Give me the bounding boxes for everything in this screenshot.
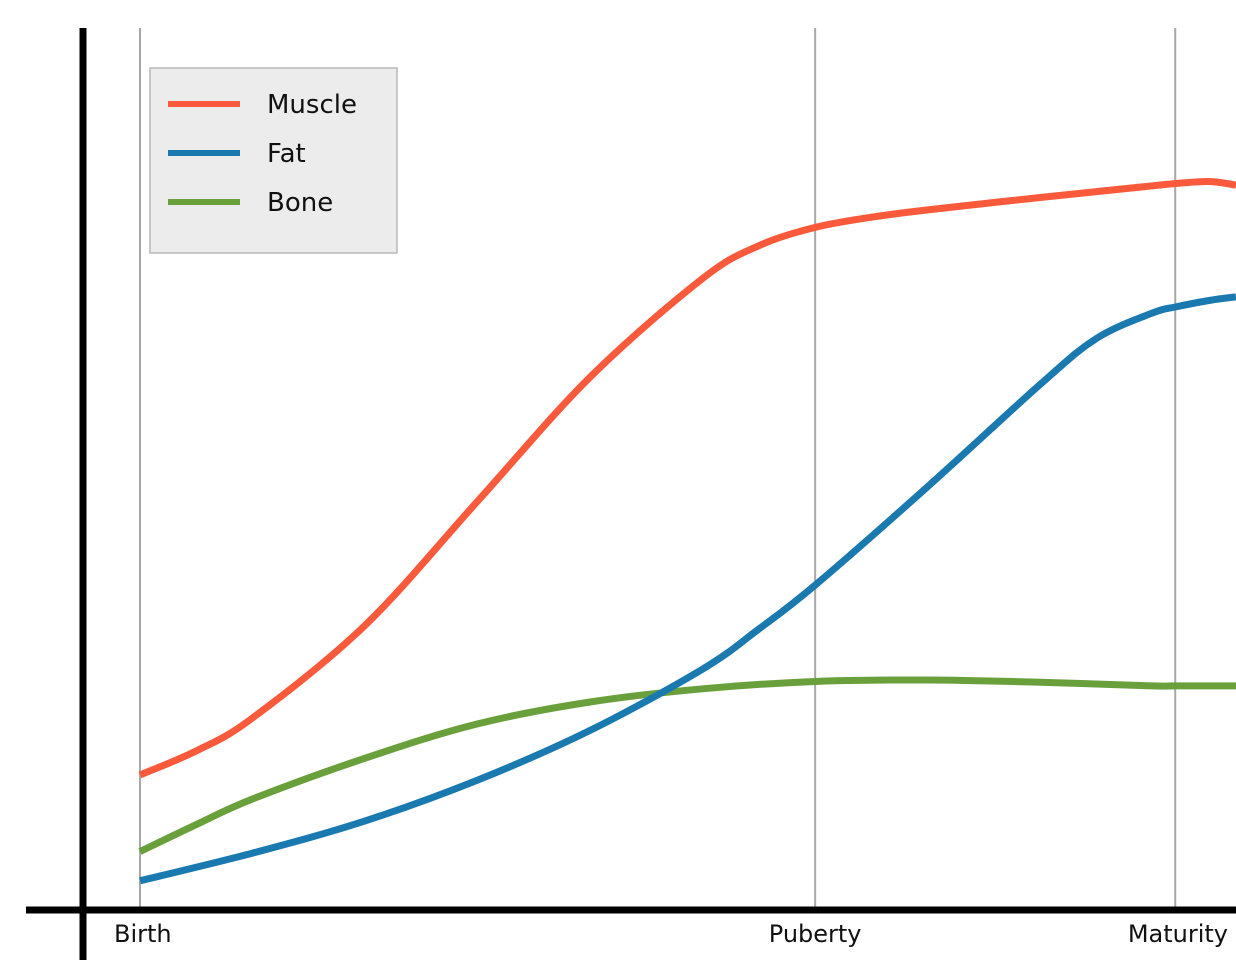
- legend: Muscle Fat Bone: [149, 67, 398, 254]
- x-tick-label-birth: Birth: [114, 920, 172, 948]
- x-tick-label-maturity: Maturity: [1128, 920, 1228, 948]
- legend-label-muscle: Muscle: [267, 90, 357, 120]
- series-line-bone: [138, 676, 1236, 855]
- vertical-grid-lines: [139, 28, 1177, 910]
- legend-box: [149, 67, 398, 254]
- x-tick-labels: Birth Puberty Maturity: [114, 920, 1228, 948]
- series-lines: [138, 177, 1236, 885]
- legend-label-bone: Bone: [267, 188, 333, 218]
- x-tick-label-puberty: Puberty: [769, 920, 862, 948]
- series-line-fat: [139, 293, 1236, 885]
- legend-label-fat: Fat: [267, 139, 306, 169]
- series-line-muscle: [138, 177, 1236, 779]
